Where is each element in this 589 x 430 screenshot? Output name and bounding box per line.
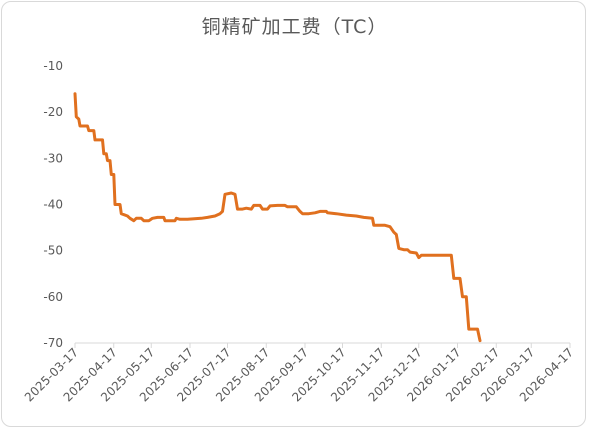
x-axis: 2025-03-172025-04-172025-05-172025-06-17… — [22, 342, 576, 404]
y-tick-label: -70 — [43, 336, 63, 350]
series-group — [73, 92, 482, 343]
chart-title: 铜精矿加工费（TC） — [201, 16, 388, 38]
y-tick-label: -40 — [43, 198, 63, 212]
y-tick-label: -60 — [43, 290, 63, 304]
y-tick-label: -50 — [43, 244, 63, 258]
y-axis: -10 -20 -30 -40 -50 -60 -70 — [43, 59, 63, 350]
y-tick-label: -30 — [43, 151, 63, 165]
series-line — [73, 92, 482, 343]
y-tick-label: -10 — [43, 59, 63, 73]
y-tick-label: -20 — [43, 105, 63, 119]
